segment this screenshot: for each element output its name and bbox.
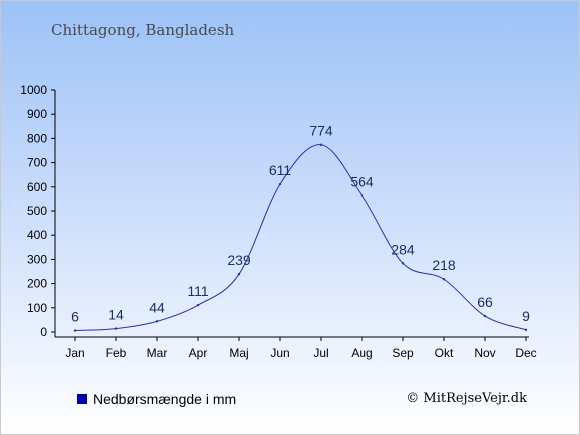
data-point (360, 194, 364, 197)
data-label: 9 (522, 308, 530, 324)
x-tick-label: Nov (474, 346, 495, 360)
x-tick-label: Maj (229, 346, 248, 360)
x-tick-label: Jun (270, 346, 289, 360)
x-tick-label: Aug (351, 346, 372, 360)
y-tick-label: 1000 (20, 83, 47, 97)
data-label: 611 (269, 162, 292, 178)
legend: Nedbørsmængde i mm (77, 391, 236, 407)
x-tick-label: Okt (435, 346, 454, 360)
data-label: 239 (227, 252, 251, 268)
data-label: 6 (71, 309, 79, 325)
data-label: 66 (477, 294, 493, 310)
data-point (319, 143, 323, 146)
x-tick-label: Jan (65, 346, 84, 360)
y-tick-label: 200 (27, 277, 47, 291)
x-tick-label: Feb (106, 346, 127, 360)
series-line (74, 144, 527, 332)
data-label: 774 (309, 123, 333, 139)
data-point (401, 262, 405, 265)
data-point (483, 314, 487, 318)
data-point (196, 303, 200, 307)
x-tick-label: Apr (189, 346, 208, 360)
y-tick-label: 900 (27, 107, 47, 121)
y-tick-label: 800 (27, 131, 47, 145)
y-tick-label: 0 (40, 325, 47, 339)
data-point (73, 329, 77, 332)
data-point (442, 278, 446, 281)
data-label: 564 (350, 174, 374, 190)
data-label: 44 (149, 299, 165, 315)
data-point (237, 272, 241, 276)
x-tick-label: Dec (515, 346, 536, 360)
data-label: 111 (187, 283, 208, 299)
legend-label: Nedbørsmængde i mm (93, 391, 237, 407)
y-tick-label: 100 (27, 301, 47, 315)
credit-text: © MitRejseVejr.dk (406, 391, 527, 406)
chart-title: Chittagong, Bangladesh (51, 21, 235, 39)
data-point (524, 328, 528, 332)
y-tick-label: 600 (27, 180, 47, 194)
legend-swatch (77, 394, 87, 404)
y-tick-label: 400 (27, 228, 47, 242)
data-point (278, 182, 282, 186)
data-label: 284 (391, 241, 415, 257)
x-tick-label: Jul (313, 346, 328, 360)
x-tick-label: Mar (147, 346, 168, 360)
data-label: 14 (108, 307, 124, 323)
y-tick-label: 300 (27, 252, 47, 266)
data-label: 218 (432, 257, 456, 273)
x-tick-label: Sep (392, 346, 414, 360)
data-point (155, 320, 159, 323)
y-tick-label: 500 (27, 204, 47, 218)
y-tick-label: 700 (27, 156, 47, 170)
data-point (114, 327, 118, 330)
